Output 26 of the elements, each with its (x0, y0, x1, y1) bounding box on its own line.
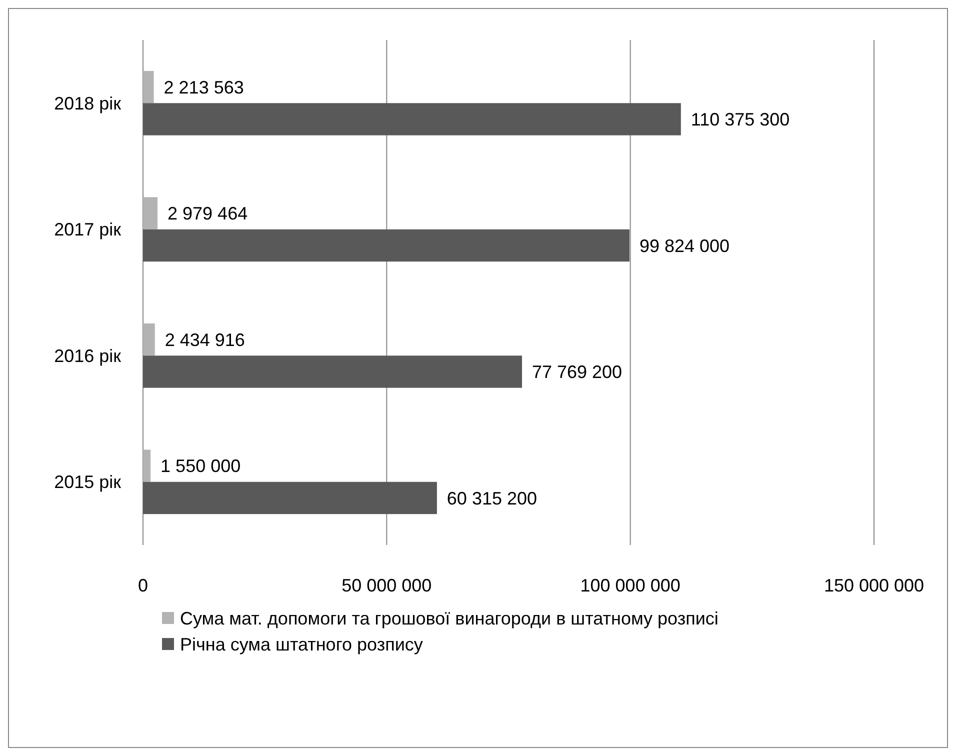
legend-label: Річна сума штатного розпису (180, 634, 423, 654)
data-label: 110 375 300 (690, 110, 790, 130)
y-tick-label: 2017 рік (54, 220, 122, 240)
data-label: 60 315 200 (446, 488, 538, 508)
bar (143, 103, 681, 136)
bar (143, 482, 437, 514)
data-label: 2 213 563 (164, 77, 244, 98)
y-tick-label: 2016 рік (54, 346, 122, 366)
y-tick-label: 2015 рік (54, 472, 122, 492)
bar (143, 356, 522, 388)
bar (143, 450, 151, 482)
legend-label: Сума мат. допомоги та грошової винагороди в штатному розписі (180, 608, 718, 628)
x-tick-label: 0 (138, 575, 148, 596)
data-label: 2 434 916 (164, 330, 245, 350)
bar (143, 197, 158, 230)
data-label: 77 769 200 (532, 362, 622, 382)
y-tick-label: 2018 рік (54, 93, 122, 114)
bar (143, 70, 154, 104)
data-label: 1 550 000 (160, 456, 241, 476)
data-label: 2 979 464 (168, 204, 248, 224)
bar (143, 229, 630, 262)
x-tick-label: 150 000 000 (824, 575, 924, 596)
data-label: 99 824 000 (639, 236, 730, 256)
x-tick-label: 100 000 000 (580, 575, 680, 596)
x-tick-label: 50 000 000 (342, 575, 432, 596)
bar (143, 323, 155, 356)
